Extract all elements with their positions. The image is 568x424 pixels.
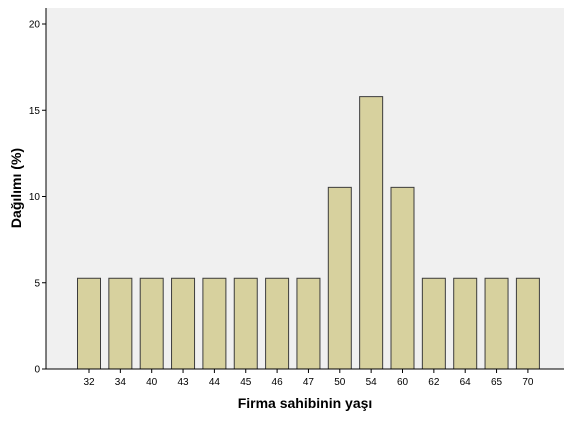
bars-group (77, 96, 540, 370)
bar-60 (390, 186, 415, 370)
bar-54 (359, 96, 384, 370)
bar-32 (77, 277, 101, 370)
y-tick-label: 10 (29, 192, 41, 203)
x-tick-label: 65 (491, 377, 503, 388)
bar-46 (265, 277, 290, 370)
x-tick-label: 60 (397, 377, 409, 388)
bar-65 (484, 277, 509, 370)
y-tick-label: 5 (34, 278, 40, 289)
x-tick-label: 54 (366, 377, 378, 388)
x-tick-label: 44 (209, 377, 221, 388)
bar-43 (171, 277, 196, 370)
x-tick-label: 40 (146, 377, 158, 388)
bar-34 (108, 277, 133, 370)
x-tick-label: 46 (272, 377, 284, 388)
x-axis-title: Firma sahibinin yaşı (238, 395, 373, 411)
x-tick-label: 50 (334, 377, 346, 388)
bar-64 (453, 277, 478, 370)
bar-62 (421, 277, 446, 370)
y-tick-label: 20 (29, 20, 41, 31)
bar-47 (296, 277, 321, 370)
x-tick-label: 47 (303, 377, 315, 388)
y-tick-label: 15 (29, 106, 41, 117)
y-axis-title: Dağılımı (%) (8, 148, 24, 228)
bar-40 (139, 277, 164, 370)
y-tick-label: 0 (34, 365, 40, 376)
bar-70 (515, 277, 540, 370)
x-tick-label: 70 (522, 377, 534, 388)
x-tick-label: 64 (460, 377, 472, 388)
x-tick-label: 62 (428, 377, 440, 388)
x-tick-label: 45 (240, 377, 252, 388)
x-axis-ticks: 32 34 40 43 44 45 46 47 50 54 60 62 64 65 70 (83, 369, 534, 388)
bar-50 (327, 186, 352, 370)
x-tick-label: 43 (177, 377, 189, 388)
bar-45 (233, 277, 258, 370)
x-tick-label: 32 (83, 377, 95, 388)
y-axis-ticks: 0 5 10 15 20 (29, 20, 46, 376)
x-tick-label: 34 (115, 377, 127, 388)
bar-44 (202, 277, 227, 370)
